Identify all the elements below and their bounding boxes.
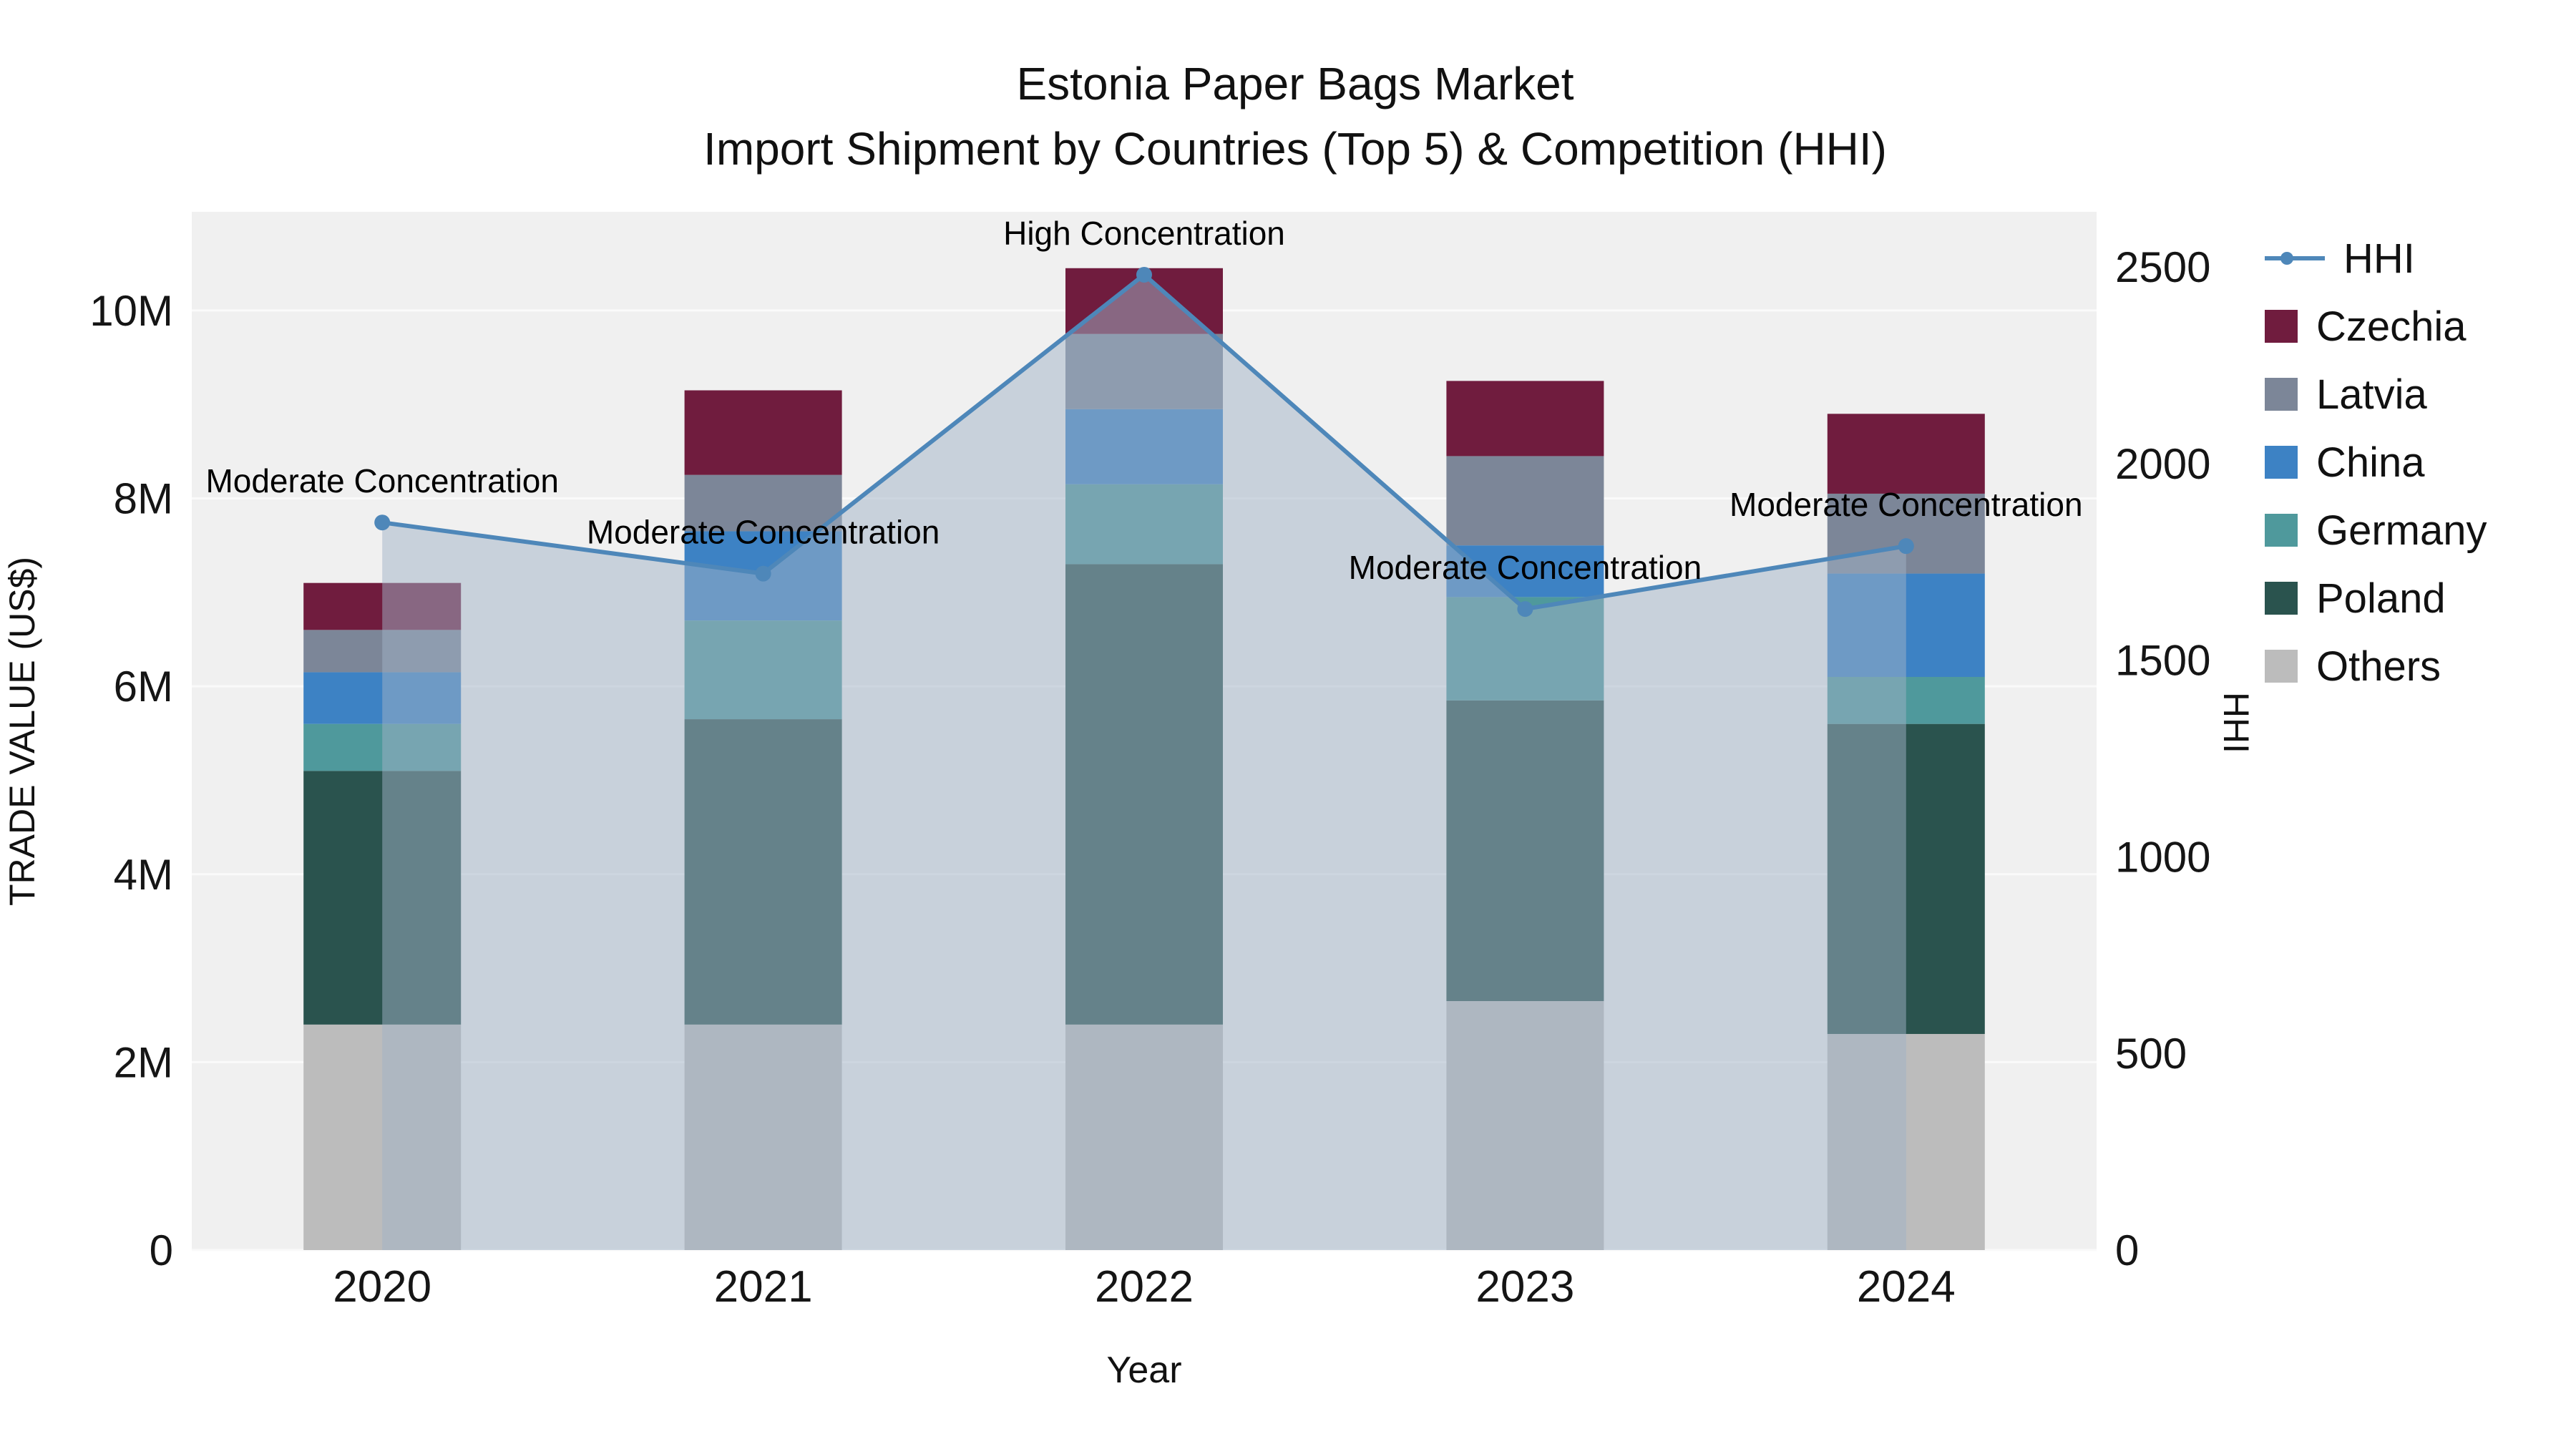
y-left-tick-0: 0: [150, 1226, 173, 1274]
hhi-marker-2022[interactable]: [1136, 266, 1152, 283]
x-tick-2020[interactable]: 2020: [333, 1262, 431, 1312]
legend-item-others[interactable]: Others: [2265, 643, 2487, 690]
germany-swatch-icon: [2265, 514, 2298, 547]
legend-item-germany[interactable]: Germany: [2265, 507, 2487, 554]
y-right-tick-1500: 1500: [2115, 637, 2210, 685]
annotation-2021: Moderate Concentration: [587, 514, 940, 551]
x-tick-2021[interactable]: 2021: [714, 1262, 813, 1312]
hhi-marker-2023[interactable]: [1517, 601, 1533, 618]
annotation-2023: Moderate Concentration: [1349, 549, 1702, 586]
hhi-area: [382, 274, 1906, 1250]
y-left-tick-8M: 8M: [114, 475, 173, 523]
legend-label-latvia: Latvia: [2316, 371, 2427, 418]
legend-item-latvia[interactable]: Latvia: [2265, 371, 2487, 418]
legend-label-others: Others: [2316, 643, 2441, 690]
hhi-line-marker-icon: [2265, 242, 2325, 275]
y-right-tick-500: 500: [2115, 1030, 2187, 1078]
y-right-tick-1000: 1000: [2115, 833, 2210, 881]
legend-label-china: China: [2316, 439, 2425, 486]
y-left-tick-4M: 4M: [114, 851, 173, 899]
annotation-2022: High Concentration: [1003, 215, 1285, 252]
chart-title-line1: Estonia Paper Bags Market: [1016, 58, 1574, 109]
latvia-swatch-icon: [2265, 378, 2298, 411]
y-left-tick-2M: 2M: [114, 1038, 173, 1086]
legend-item-china[interactable]: China: [2265, 439, 2487, 486]
y-left-axis-title: TRADE VALUE (US$): [2, 557, 42, 906]
chart-title-line2: Import Shipment by Countries (Top 5) & C…: [703, 122, 1887, 175]
hhi-marker-2024[interactable]: [1898, 538, 1914, 555]
legend-label-germany: Germany: [2316, 507, 2487, 554]
y-right-tick-2500: 2500: [2115, 243, 2210, 291]
annotation-2024: Moderate Concentration: [1729, 486, 2083, 523]
chart-title: Estonia Paper Bags Market Import Shipmen…: [0, 52, 2576, 182]
y-right-tick-0: 0: [2115, 1226, 2139, 1274]
others-swatch-icon: [2265, 650, 2298, 683]
bar-segment-czechia-2023[interactable]: [1446, 381, 1604, 457]
hhi-marker-2020[interactable]: [374, 514, 391, 531]
legend-item-czechia[interactable]: Czechia: [2265, 303, 2487, 350]
legend-label-hhi: HHI: [2343, 235, 2415, 282]
bar-segment-latvia-2021[interactable]: [684, 474, 842, 532]
legend: HHI Czechia Latvia China Germany Poland Others: [2265, 235, 2487, 690]
legend-item-poland[interactable]: Poland: [2265, 575, 2487, 622]
legend-item-hhi[interactable]: HHI: [2265, 235, 2487, 282]
annotation-2020: Moderate Concentration: [205, 462, 559, 499]
poland-swatch-icon: [2265, 582, 2298, 615]
china-swatch-icon: [2265, 446, 2298, 479]
y-right-tick-2000: 2000: [2115, 440, 2210, 488]
legend-label-czechia: Czechia: [2316, 303, 2467, 350]
legend-label-poland: Poland: [2316, 575, 2446, 622]
x-axis-title: Year: [1106, 1350, 1181, 1391]
bar-segment-czechia-2021[interactable]: [684, 390, 842, 475]
y-right-axis-title: HHI: [2216, 692, 2256, 753]
bar-segment-latvia-2023[interactable]: [1446, 456, 1604, 546]
czechia-swatch-icon: [2265, 310, 2298, 343]
bar-segment-czechia-2024[interactable]: [1827, 414, 1985, 494]
y-left-tick-10M: 10M: [89, 287, 173, 335]
hhi-marker-2021[interactable]: [755, 565, 771, 582]
x-tick-2022[interactable]: 2022: [1095, 1262, 1194, 1312]
x-tick-2023[interactable]: 2023: [1475, 1262, 1574, 1312]
y-left-tick-6M: 6M: [114, 663, 173, 711]
x-tick-2024[interactable]: 2024: [1857, 1262, 1956, 1312]
